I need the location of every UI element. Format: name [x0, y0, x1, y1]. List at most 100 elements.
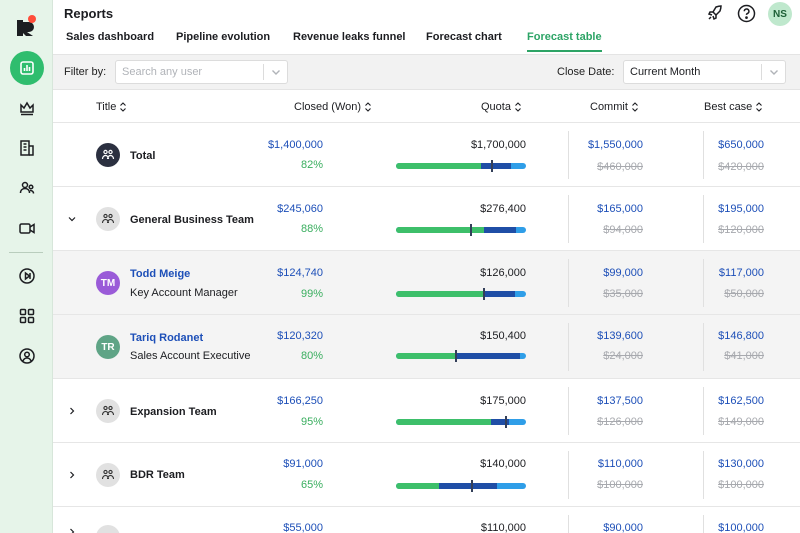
nav-accounts[interactable]	[0, 130, 53, 166]
quota-value: $276,400	[480, 203, 526, 215]
best-case-previous-value: $100,000	[718, 479, 764, 491]
tab-sales-dashboard[interactable]: Sales dashboard	[66, 31, 155, 43]
row-role: Sales Account Executive	[130, 350, 251, 362]
page-title: Reports	[64, 6, 114, 21]
commit-previous-value: $94,000	[603, 224, 643, 236]
nav-leaderboard[interactable]	[0, 90, 53, 126]
video-icon	[18, 223, 35, 234]
nav-profile[interactable]	[0, 338, 53, 374]
column-header-closed[interactable]: Closed (Won)	[294, 101, 372, 113]
quota-value: $150,400	[480, 330, 526, 342]
column-divider	[568, 195, 569, 243]
column-divider	[703, 131, 704, 179]
close-date-select[interactable]: Current Month	[623, 60, 786, 84]
table-row-total[interactable]: Total $1,400,000 82% $1,700,000 $1,550,0…	[53, 123, 800, 187]
total-icon	[96, 143, 120, 167]
quota-value: $175,000	[480, 395, 526, 407]
won-segment	[396, 163, 481, 169]
column-header-commit[interactable]: Commit	[590, 101, 639, 113]
tab-revenue-leaks-funnel[interactable]: Revenue leaks funnel	[293, 31, 406, 43]
commit-previous-value: $35,000	[603, 288, 643, 300]
best-case-previous-value: $420,000	[718, 161, 764, 173]
quota-marker	[505, 416, 507, 428]
commit-value: $165,000	[597, 203, 643, 215]
user-avatar[interactable]: NS	[768, 2, 792, 26]
closed-percent: 65%	[300, 479, 323, 491]
column-closed-label: Closed (Won)	[294, 101, 362, 113]
quota-value: $1,700,000	[470, 139, 526, 151]
column-divider	[568, 451, 569, 499]
quota-value: $140,000	[480, 458, 526, 470]
chevron-down-icon	[272, 70, 280, 75]
playback-icon	[18, 268, 35, 284]
nav-apps[interactable]	[0, 298, 53, 334]
column-header-best-case[interactable]: Best case	[704, 101, 763, 113]
commit-value: $1,550,000	[587, 139, 643, 151]
tab-forecast-table[interactable]: Forecast table	[527, 31, 602, 52]
app-logo-icon[interactable]	[15, 14, 37, 38]
row-name[interactable]: Tariq Rodanet	[130, 332, 204, 344]
forecast-progress-bar	[396, 483, 526, 489]
table-row-expansion-team[interactable]: Expansion Team $166,250 95% $175,000 $13…	[53, 379, 800, 443]
chevron-right-icon[interactable]	[67, 406, 77, 416]
forecast-progress-bar	[396, 419, 526, 425]
team-icon	[96, 463, 120, 487]
avatar: TM	[96, 271, 120, 295]
closed-value: $55,000	[283, 522, 323, 533]
chevron-right-icon[interactable]	[67, 470, 77, 480]
nav-meetings[interactable]	[0, 210, 53, 246]
column-header-quota[interactable]: Quota	[481, 101, 522, 113]
closed-value: $166,250	[277, 395, 323, 407]
building-icon	[19, 140, 34, 156]
column-header-title[interactable]: Title	[96, 101, 127, 113]
column-divider	[568, 259, 569, 307]
commit-previous-value: $24,000	[603, 350, 643, 362]
apps-icon	[19, 308, 34, 324]
nav-playback[interactable]	[0, 258, 53, 294]
table-row-bdr-team[interactable]: BDR Team $91,000 65% $140,000 $110,000 $…	[53, 443, 800, 507]
table-row-todd-meige[interactable]: TM Todd Meige Key Account Manager $124,7…	[53, 251, 800, 315]
nav-team[interactable]	[0, 170, 53, 206]
quota-value: $126,000	[480, 267, 526, 279]
forecast-progress-bar	[396, 353, 526, 359]
rocket-icon[interactable]	[706, 4, 724, 22]
column-divider	[568, 323, 569, 371]
quota-marker	[470, 224, 472, 236]
commit-value: $99,000	[603, 267, 643, 279]
forecast-progress-bar	[396, 163, 526, 169]
commit-value: $90,000	[603, 522, 643, 533]
chevron-down-icon[interactable]	[67, 214, 77, 224]
row-name[interactable]: Todd Meige	[130, 268, 191, 280]
tab-pipeline-evolution[interactable]: Pipeline evolution	[176, 31, 271, 43]
column-title-label: Title	[96, 101, 117, 113]
sort-icon	[756, 102, 763, 112]
commit-segment	[456, 353, 520, 359]
commit-segment	[491, 419, 509, 425]
quota-value: $110,000	[480, 522, 526, 533]
user-search-select[interactable]: Search any user	[115, 60, 288, 84]
help-icon[interactable]	[737, 4, 756, 23]
best-case-value: $130,000	[718, 458, 764, 470]
chevron-right-icon[interactable]	[67, 527, 77, 533]
select-divider	[263, 64, 264, 80]
commit-previous-value: $460,000	[597, 161, 643, 173]
column-divider	[568, 131, 569, 179]
tab-forecast-chart[interactable]: Forecast chart	[426, 31, 502, 43]
closed-value: $120,320	[277, 330, 323, 342]
won-segment	[396, 353, 456, 359]
closed-percent: 95%	[300, 416, 323, 428]
closed-value: $245,060	[277, 203, 323, 215]
avatar: TR	[96, 335, 120, 359]
table-row[interactable]: $55,000 $110,000 $90,000 $100,000	[53, 507, 800, 533]
sort-icon	[515, 102, 521, 112]
commit-previous-value: $126,000	[597, 416, 643, 428]
table-row-tariq-rodanet[interactable]: TR Tariq Rodanet Sales Account Executive…	[53, 315, 800, 379]
filter-label: Filter by:	[64, 66, 107, 78]
won-segment	[396, 483, 439, 489]
table-row-general-business-team[interactable]: General Business Team $245,060 88% $276,…	[53, 187, 800, 251]
commit-segment	[439, 483, 497, 489]
sort-icon	[632, 102, 638, 112]
commit-value: $110,000	[597, 458, 643, 470]
nav-reports[interactable]	[0, 50, 53, 86]
row-name: General Business Team	[130, 214, 254, 226]
